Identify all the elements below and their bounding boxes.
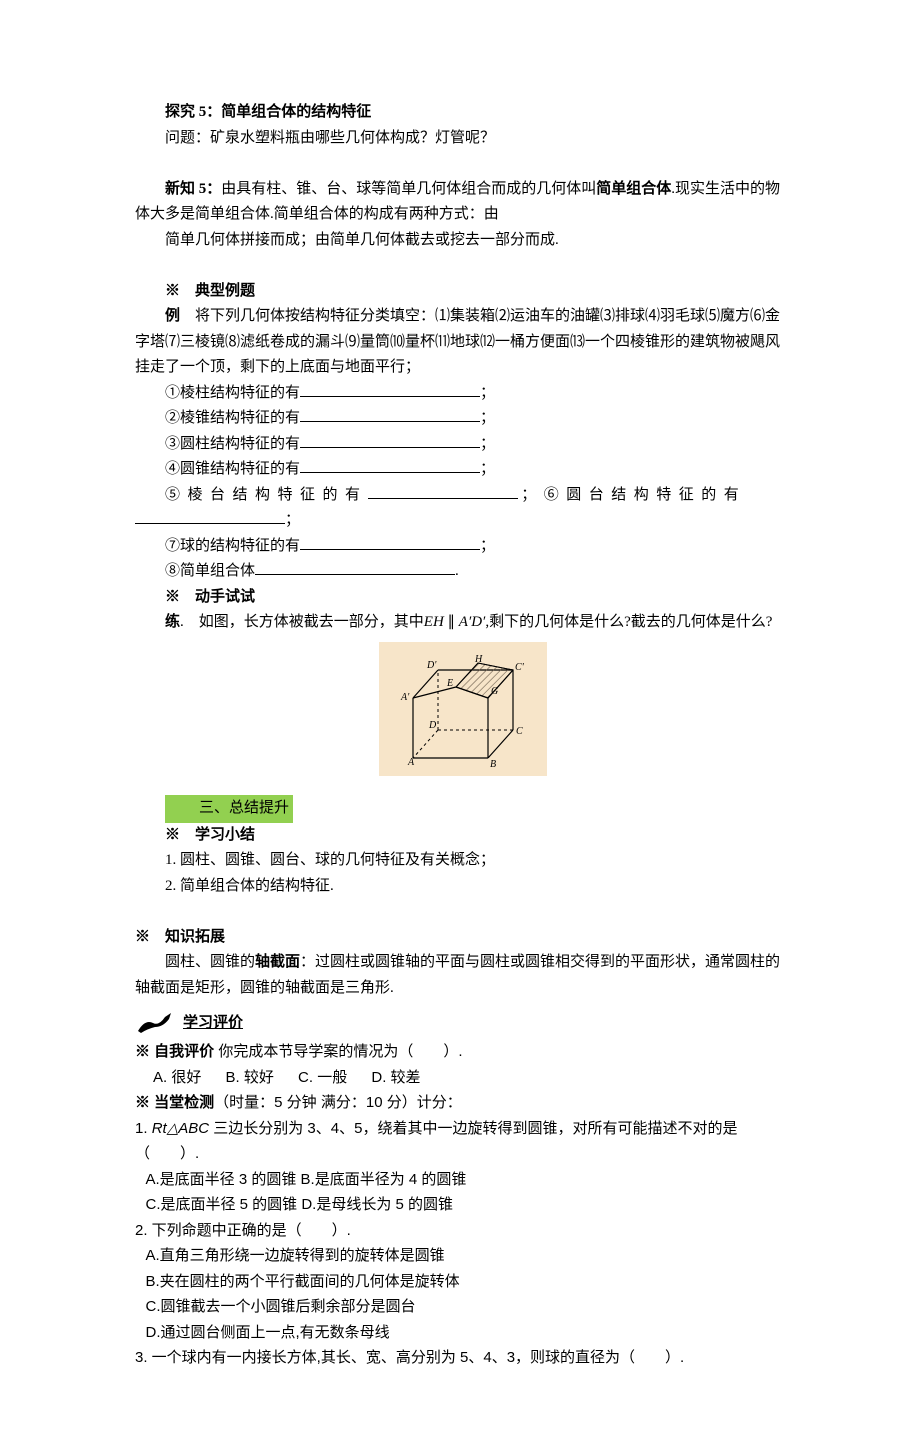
test-label: ※ 当堂检测 bbox=[135, 1094, 214, 1111]
q1: 1. Rt△ABC 三边长分别为 3、4、5，绕着其中一边旋转得到圆锥，对所有可… bbox=[135, 1116, 790, 1167]
summary-heading: ※ 学习小结 bbox=[135, 823, 790, 849]
svg-text:D: D bbox=[428, 720, 437, 731]
summary-item-2: 2. 简单组合体的结构特征. bbox=[135, 874, 790, 900]
eval-title: 学习评价 bbox=[183, 1010, 243, 1036]
fill-2: ②棱锥结构特征的有； bbox=[135, 406, 790, 432]
self-eval-row: ※ 自我评价 你完成本节导学案的情况为（ ）. bbox=[135, 1039, 790, 1065]
document-page: 探究 5：简单组合体的结构特征 问题：矿泉水塑料瓶由哪些几何体构成？灯管呢？ 新… bbox=[0, 0, 920, 1431]
fill-8-text: ⑧简单组合体 bbox=[165, 563, 255, 579]
svg-text:A': A' bbox=[400, 692, 410, 703]
opt-c: C. 一般 bbox=[298, 1065, 347, 1091]
newknow5-label: 新知 5： bbox=[165, 181, 221, 197]
fill-7-text: ⑦球的结构特征的有 bbox=[165, 538, 300, 554]
test-row: ※ 当堂检测（时量：5 分钟 满分：10 分）计分： bbox=[135, 1090, 790, 1116]
q1-body: 三边长分别为 3、4、5，绕着其中一边旋转得到圆锥，对所有可能描述不对的是（ ）… bbox=[135, 1120, 737, 1163]
q2-a: A.直角三角形绕一边旋转得到的旋转体是圆锥 bbox=[135, 1243, 790, 1269]
newknow5-body: 由具有柱、锥、台、球等简单几何体组合而成的几何体叫 bbox=[221, 181, 596, 197]
q1-tri: △ABC bbox=[167, 1120, 209, 1137]
try-heading: ※ 动手试试 bbox=[135, 585, 790, 611]
try-label: 练 bbox=[165, 614, 180, 630]
q1-opts-cd: C.是底面半径 5 的圆锥 D.是母线长为 5 的圆锥 bbox=[135, 1192, 790, 1218]
cuboid-figure: A B C D A' D' C' E G H bbox=[135, 642, 790, 786]
fill-5-text: ⑤棱台结构特征的有 bbox=[165, 487, 368, 503]
blank-6 bbox=[135, 508, 285, 524]
svg-text:H: H bbox=[474, 654, 483, 665]
svg-text:C: C bbox=[516, 726, 523, 737]
svg-text:E: E bbox=[446, 678, 453, 689]
try-body: . 如图，长方体被截去一部分，其中 bbox=[180, 614, 424, 630]
fill-5-6: ⑤棱台结构特征的有 ；⑥圆台结构特征的有 bbox=[135, 483, 790, 509]
fill-4-text: ④圆锥结构特征的有 bbox=[165, 461, 300, 477]
try-math-eh: EH bbox=[424, 614, 444, 630]
figure-box: A B C D A' D' C' E G H bbox=[379, 642, 547, 776]
example-label: 例 bbox=[165, 308, 180, 324]
fill-6-text: ；⑥圆台结构特征的有 bbox=[521, 487, 746, 503]
q2-b: B.夹在圆柱的两个平行截面间的几何体是旋转体 bbox=[135, 1269, 790, 1295]
inquiry5-title: 探究 5：简单组合体的结构特征 bbox=[135, 100, 790, 126]
newknow5-term: 简单组合体 bbox=[596, 181, 671, 197]
svg-text:G: G bbox=[491, 686, 498, 697]
opt-d: D. 较差 bbox=[371, 1065, 420, 1091]
pen-hand-icon bbox=[135, 1009, 175, 1037]
example-body: 将下列几何体按结构特征分类填空：⑴集装箱⑵运油车的油罐⑶排球⑷羽毛球⑸魔方⑹金字… bbox=[135, 308, 780, 375]
newknow5-para: 新知 5：由具有柱、锥、台、球等简单几何体组合而成的几何体叫简单组合体.现实生活… bbox=[135, 177, 790, 228]
blank-7 bbox=[300, 534, 480, 550]
inquiry5-question: 问题：矿泉水塑料瓶由哪些几何体构成？灯管呢？ bbox=[135, 126, 790, 152]
q1-opts-ab: A.是底面半径 3 的圆锥 B.是底面半径为 4 的圆锥 bbox=[135, 1167, 790, 1193]
svg-text:B: B bbox=[490, 759, 496, 770]
fill-4: ④圆锥结构特征的有； bbox=[135, 457, 790, 483]
fill-2-text: ②棱锥结构特征的有 bbox=[165, 410, 300, 426]
opt-b: B. 较好 bbox=[226, 1065, 274, 1091]
svg-text:D': D' bbox=[426, 660, 437, 671]
test-meta: （时量：5 分钟 满分：10 分）计分： bbox=[214, 1094, 462, 1111]
fill-6-blank-row: ； bbox=[135, 508, 790, 534]
q3: 3. 一个球内有一内接长方体,其长、宽、高分别为 5、4、3，则球的直径为（ ）… bbox=[135, 1345, 790, 1371]
example-body-wrap: 例 将下列几何体按结构特征分类填空：⑴集装箱⑵运油车的油罐⑶排球⑷羽毛球⑸魔方⑹… bbox=[135, 304, 790, 381]
self-eval-options: A. 很好 B. 较好 C. 一般 D. 较差 bbox=[135, 1065, 790, 1091]
blank-2 bbox=[300, 406, 480, 422]
svg-text:A: A bbox=[407, 757, 415, 768]
parallel-symbol: ∥ bbox=[448, 614, 456, 630]
blank-3 bbox=[300, 432, 480, 448]
opt-a: A. 很好 bbox=[153, 1065, 201, 1091]
svg-text:C': C' bbox=[515, 662, 525, 673]
extend-term: 轴截面 bbox=[255, 954, 300, 970]
eval-title-row: 学习评价 bbox=[135, 1009, 790, 1037]
summary-hl-wrap: 三、总结提升 bbox=[135, 795, 790, 823]
try-tail: ,剩下的几何体是什么?截去的几何体是什么? bbox=[485, 614, 772, 630]
extend-body-a: 圆柱、圆锥的 bbox=[165, 954, 255, 970]
summary-item-1: 1. 圆柱、圆锥、圆台、球的几何特征及有关概念； bbox=[135, 848, 790, 874]
cuboid-diagram: A B C D A' D' C' E G H bbox=[393, 650, 533, 770]
fill-8: ⑧简单组合体. bbox=[135, 559, 790, 585]
blank-5 bbox=[368, 483, 518, 499]
fill-3-text: ③圆柱结构特征的有 bbox=[165, 436, 300, 452]
try-math-ad: A′D′ bbox=[459, 614, 486, 630]
extend-body-wrap: 圆柱、圆锥的轴截面：过圆柱或圆锥轴的平面与圆柱或圆锥相交得到的平面形状，通常圆柱… bbox=[135, 950, 790, 1001]
blank-1 bbox=[300, 381, 480, 397]
q1-num: 1. bbox=[135, 1120, 152, 1137]
newknow5-line2: 简单几何体拼接而成；由简单几何体截去或挖去一部分而成. bbox=[135, 228, 790, 254]
fill-1-text: ①棱柱结构特征的有 bbox=[165, 385, 300, 401]
q2-c: C.圆锥截去一个小圆锥后剩余部分是圆台 bbox=[135, 1294, 790, 1320]
try-body-wrap: 练. 如图，长方体被截去一部分，其中EH ∥ A′D′,剩下的几何体是什么?截去… bbox=[135, 610, 790, 636]
example-heading: ※ 典型例题 bbox=[135, 279, 790, 305]
self-eval-label: ※ 自我评价 bbox=[135, 1043, 214, 1060]
extend-heading: ※ 知识拓展 bbox=[135, 925, 790, 951]
fill-1: ①棱柱结构特征的有； bbox=[135, 381, 790, 407]
fill-3: ③圆柱结构特征的有； bbox=[135, 432, 790, 458]
blank-4 bbox=[300, 457, 480, 473]
q2: 2. 下列命题中正确的是（ ）. bbox=[135, 1218, 790, 1244]
q2-d: D.通过圆台侧面上一点,有无数条母线 bbox=[135, 1320, 790, 1346]
self-eval-body: 你完成本节导学案的情况为（ ）. bbox=[214, 1043, 462, 1060]
summary-highlight: 三、总结提升 bbox=[165, 795, 293, 823]
q1-rt: Rt bbox=[152, 1120, 167, 1137]
blank-8 bbox=[255, 559, 455, 575]
fill-7: ⑦球的结构特征的有； bbox=[135, 534, 790, 560]
